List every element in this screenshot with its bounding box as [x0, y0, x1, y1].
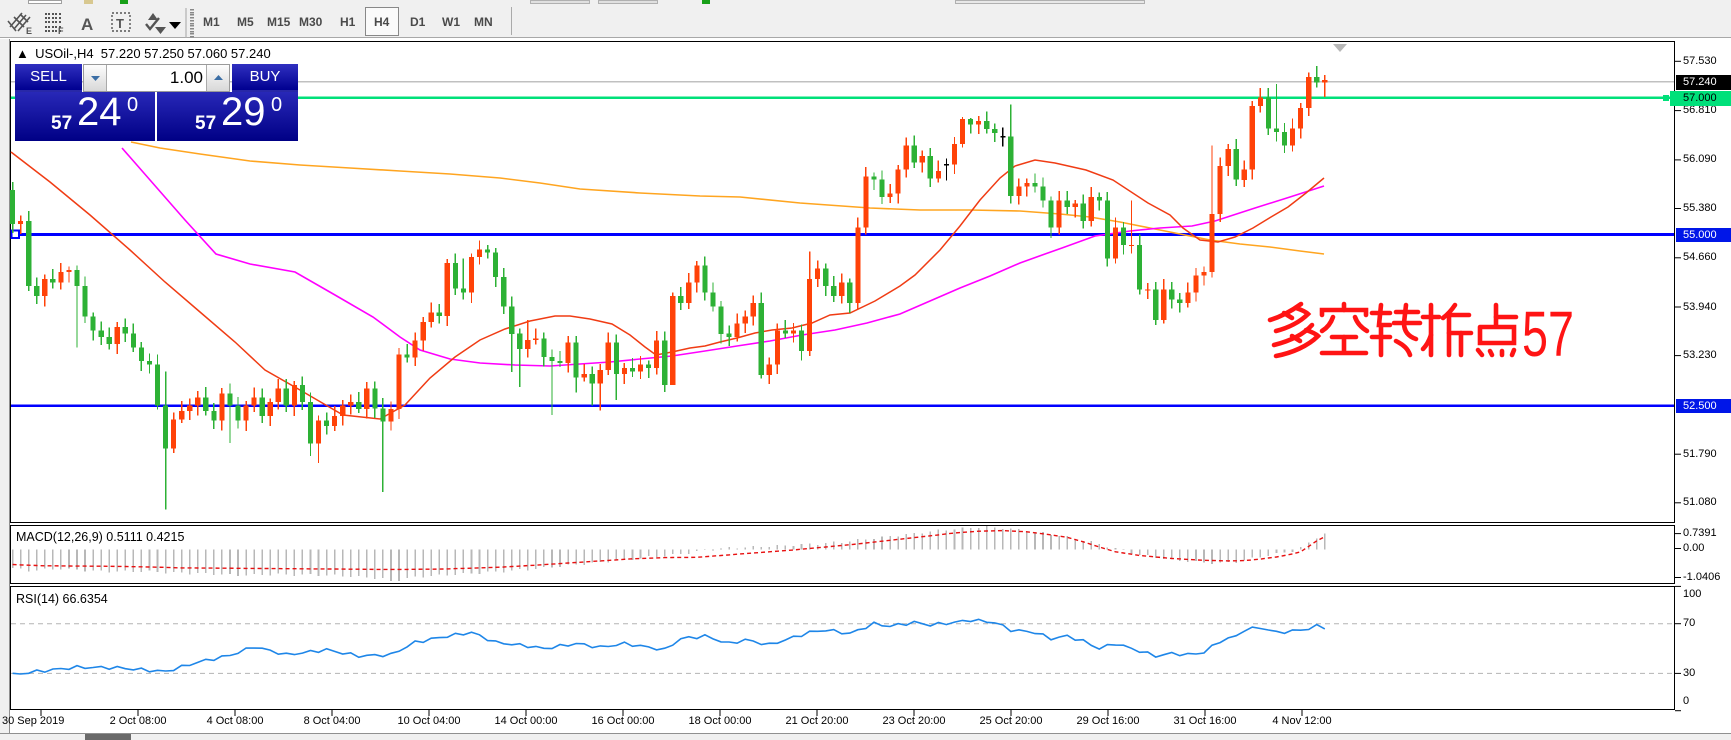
svg-text:T: T [116, 16, 124, 31]
svg-text:E: E [26, 26, 32, 36]
svg-text:57: 57 [1522, 298, 1574, 370]
svg-text:A: A [81, 15, 93, 34]
svg-text:F: F [58, 26, 64, 36]
